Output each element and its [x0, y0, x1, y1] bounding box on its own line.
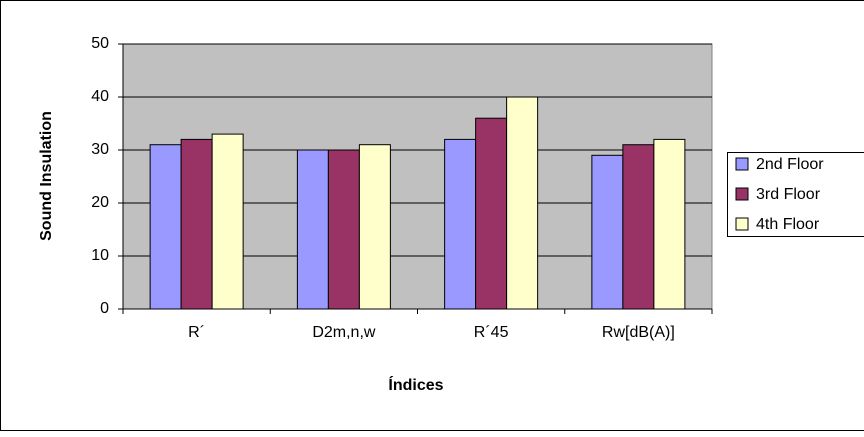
bar — [297, 150, 328, 309]
bar — [623, 145, 654, 309]
legend-label: 3rd Floor — [756, 186, 821, 203]
y-tick-label: 20 — [91, 194, 109, 211]
legend-swatch — [736, 188, 748, 200]
bar — [445, 139, 476, 309]
legend-label: 4th Floor — [756, 216, 820, 233]
y-tick-label: 30 — [91, 141, 109, 158]
y-axis-title: Sound Insulation — [38, 111, 55, 241]
bar — [654, 139, 685, 309]
x-axis-title: Índices — [388, 375, 443, 394]
bar — [476, 118, 507, 309]
bar — [150, 145, 181, 309]
bar — [592, 155, 623, 309]
bar — [212, 134, 243, 309]
bar — [181, 139, 212, 309]
x-tick-label: R´45 — [474, 324, 509, 341]
x-tick-label: R´ — [188, 324, 205, 341]
x-tick-label: D2m,n,w — [312, 324, 376, 341]
legend-label: 2nd Floor — [756, 156, 824, 173]
bar — [328, 150, 359, 309]
bar — [359, 145, 390, 309]
y-tick-label: 40 — [91, 88, 109, 105]
legend-swatch — [736, 218, 748, 230]
y-tick-label: 10 — [91, 247, 109, 264]
y-tick-label: 50 — [91, 35, 109, 52]
x-tick-label: Rw[dB(A)] — [602, 324, 675, 341]
bar — [507, 97, 538, 309]
legend-swatch — [736, 158, 748, 170]
y-tick-label: 0 — [100, 300, 109, 317]
